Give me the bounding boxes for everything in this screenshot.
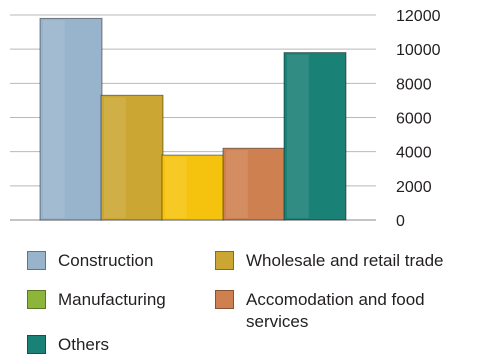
y-tick-label: 0: [396, 213, 405, 230]
bar-highlight-wholesale-and-retail-trade: [104, 97, 126, 218]
bar-rect-manufacturing: [161, 154, 225, 221]
bars: [39, 17, 347, 221]
bar-rect-construction: [39, 17, 103, 221]
y-tick-label: 8000: [396, 76, 432, 93]
y-tick-label: 6000: [396, 111, 432, 128]
bar-rect-wholesale-and-retail-trade: [100, 94, 164, 221]
y-tick-label: 2000: [396, 179, 432, 196]
y-tick-label: 4000: [396, 145, 432, 162]
bar-rect-accomodation-and-food-services: [222, 147, 286, 221]
bar-others: [283, 52, 347, 221]
bar-highlight-accomodation-and-food-services: [226, 150, 248, 218]
y-axis-tick-labels: 0 2000 4000 6000 8000 10000 12000: [396, 8, 441, 230]
y-tick-label: 10000: [396, 42, 441, 59]
bar-construction: [39, 17, 103, 221]
bar-accomodation-and-food-services: [222, 147, 286, 221]
bar-manufacturing: [161, 154, 225, 221]
bar-highlight-others: [287, 54, 309, 219]
bar-rect-others: [283, 52, 347, 221]
bar-wholesale-and-retail-trade: [100, 94, 164, 221]
bar-highlight-manufacturing: [165, 157, 187, 218]
y-tick-label: 12000: [396, 8, 441, 25]
bar-highlight-construction: [43, 20, 65, 218]
